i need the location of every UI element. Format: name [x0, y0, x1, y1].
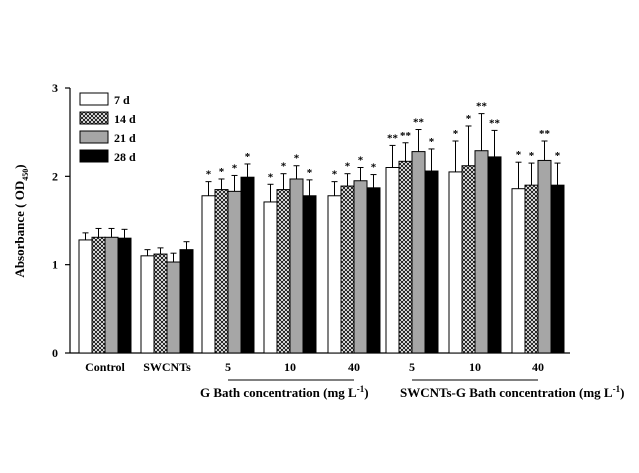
x-tick-labels: Control SWCNTs 5 10 40 5 10 40 — [85, 360, 544, 374]
significance-mark: * — [245, 151, 251, 163]
bar — [289, 178, 304, 354]
legend-swatch — [79, 111, 109, 125]
significance-mark: * — [466, 113, 472, 125]
x-tick-label: Control — [85, 360, 125, 374]
legend-label: 7 d — [114, 93, 130, 107]
bar — [398, 160, 413, 354]
significance-mark: * — [345, 161, 351, 173]
bar — [240, 176, 255, 354]
bar — [487, 156, 502, 354]
bar — [227, 190, 242, 354]
legend-swatch — [79, 92, 109, 106]
bar — [474, 150, 489, 354]
swcnts-g-bath-group-label: SWCNTs-G Bath concentration (mg L-1) — [400, 384, 624, 400]
legend-label: 14 d — [114, 112, 136, 126]
x-tick-label: 10 — [469, 360, 481, 374]
bar — [263, 201, 278, 354]
bar — [448, 171, 463, 354]
significance-mark: * — [281, 161, 287, 173]
g-bath-group-label: G Bath concentration (mg L-1) — [200, 384, 369, 400]
bar — [385, 167, 400, 354]
legend-label: 28 d — [114, 150, 136, 164]
significance-mark: ** — [387, 132, 399, 144]
y-tick-label: 1 — [52, 258, 58, 272]
significance-mark: ** — [413, 117, 425, 129]
x-tick-label: 40 — [532, 360, 544, 374]
bar — [117, 237, 132, 354]
significance-mark: * — [332, 169, 338, 181]
bars: * * *** *** * ******* ********* ***** — [78, 101, 565, 354]
bar — [302, 195, 317, 354]
significance-mark: * — [219, 166, 225, 178]
x-tick-label: 10 — [284, 360, 296, 374]
bar — [201, 195, 216, 354]
legend-swatch — [79, 149, 109, 163]
bar — [166, 261, 181, 354]
y-tick-label: 0 — [52, 346, 58, 360]
y-axis-label: Absorbance ( OD450) — [12, 164, 30, 277]
significance-mark: ** — [400, 130, 412, 142]
legend-swatch — [79, 130, 109, 144]
bar — [411, 151, 426, 354]
legend: 7 d 14 d 21 d 28 d — [79, 92, 136, 164]
bar — [511, 188, 526, 354]
x-tick-label: 5 — [409, 360, 415, 374]
x-tick-label: 5 — [225, 360, 231, 374]
significance-mark: * — [516, 149, 522, 161]
bar — [91, 236, 106, 354]
bar — [366, 187, 381, 354]
significance-mark: * — [371, 162, 377, 174]
bar — [550, 184, 565, 354]
significance-mark: ** — [476, 101, 488, 113]
significance-mark: * — [453, 128, 459, 140]
bar — [179, 249, 194, 354]
bar — [524, 184, 539, 354]
bar — [104, 236, 119, 354]
significance-mark: * — [555, 150, 561, 162]
significance-mark: * — [529, 150, 535, 162]
significance-mark: * — [232, 162, 238, 174]
significance-mark: * — [268, 171, 274, 183]
significance-mark: ** — [539, 128, 551, 140]
bar — [461, 165, 476, 354]
bar — [340, 185, 355, 354]
y-ticks: 0 1 2 3 — [52, 81, 70, 360]
x-tick-label: SWCNTs — [143, 360, 191, 374]
bar — [353, 180, 368, 354]
bar — [214, 189, 229, 354]
significance-mark: ** — [489, 117, 501, 129]
bar — [153, 253, 168, 354]
y-tick-label: 3 — [52, 81, 58, 95]
significance-mark: * — [294, 153, 300, 165]
x-tick-label: 40 — [348, 360, 360, 374]
bar — [537, 159, 552, 354]
bar — [327, 195, 342, 354]
bar — [78, 239, 93, 354]
bar — [140, 255, 155, 354]
significance-mark: * — [429, 136, 435, 148]
legend-label: 21 d — [114, 131, 136, 145]
significance-mark: * — [307, 167, 313, 179]
bar — [424, 170, 439, 354]
bar — [276, 189, 291, 354]
significance-mark: * — [358, 155, 364, 167]
significance-mark: * — [206, 169, 212, 181]
y-tick-label: 2 — [52, 169, 58, 183]
